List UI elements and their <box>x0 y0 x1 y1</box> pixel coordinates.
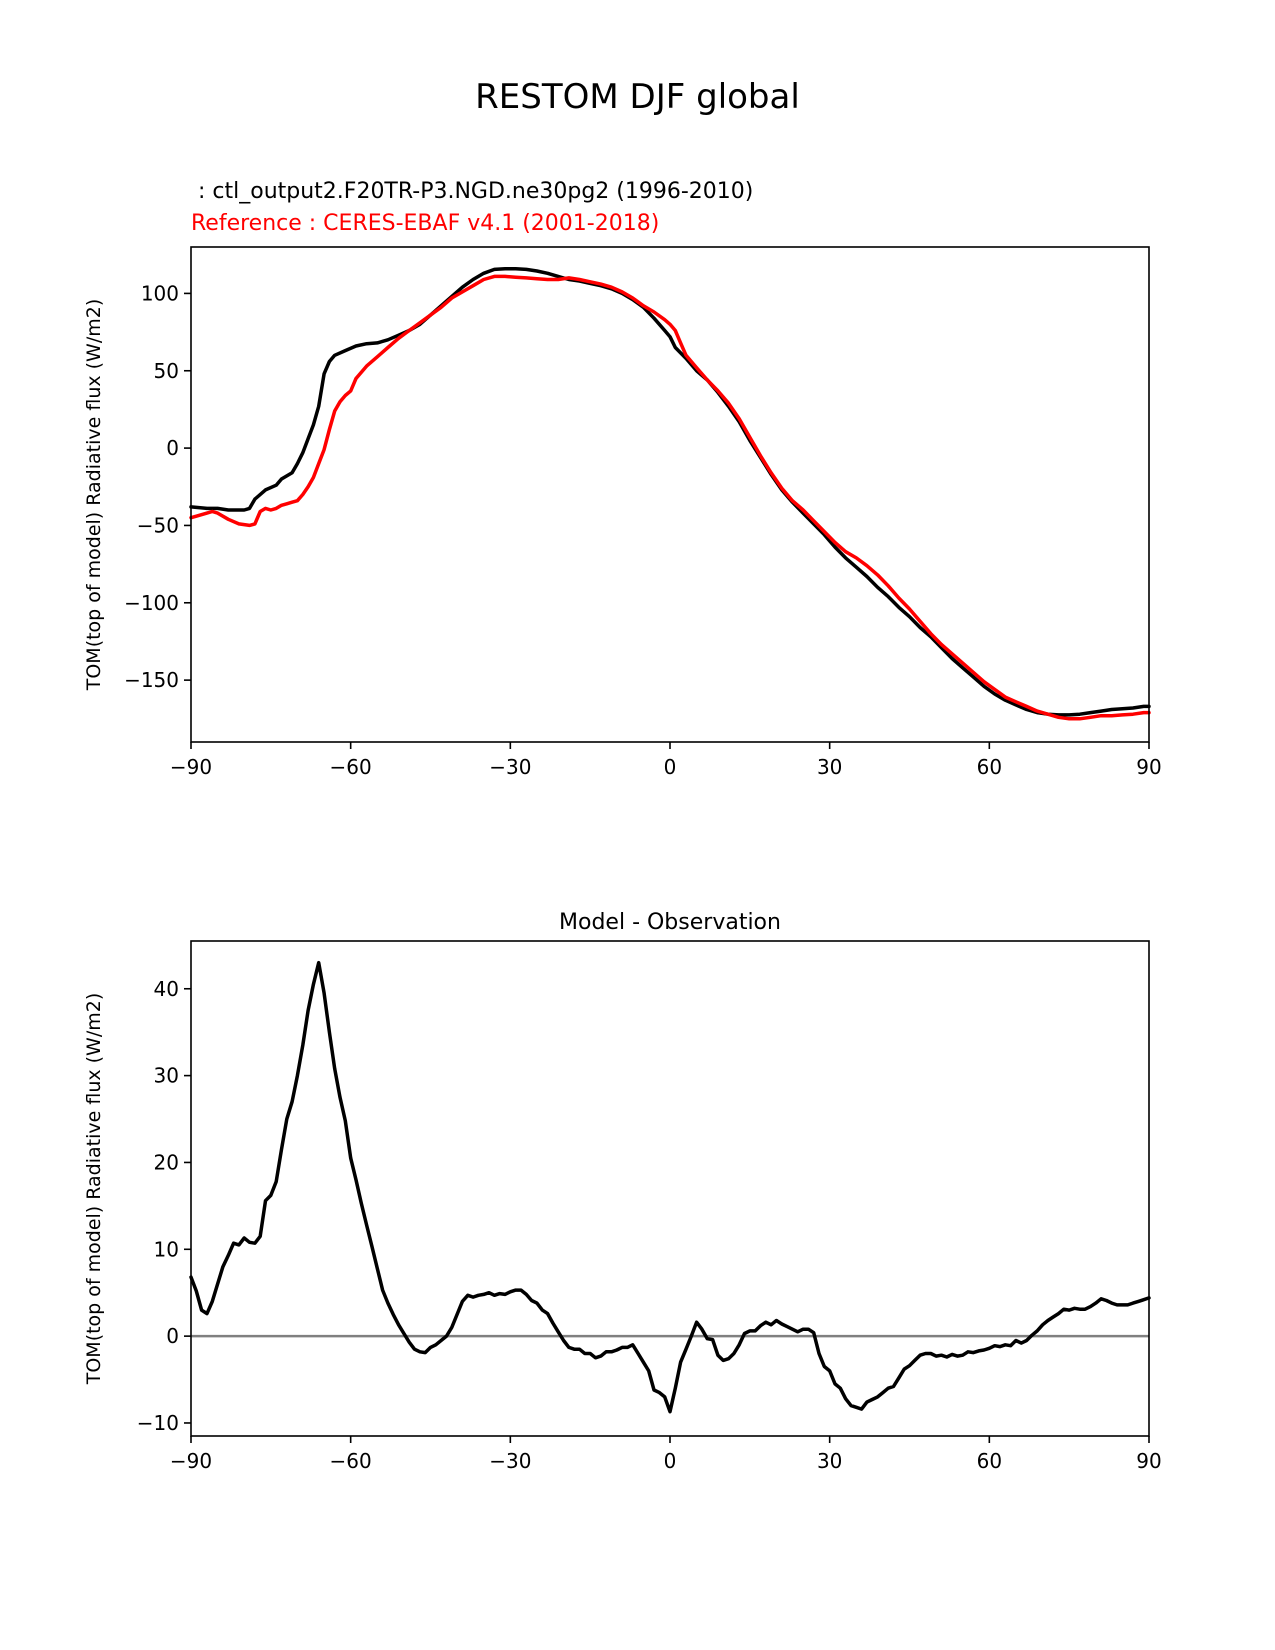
figure-title: RESTOM DJF global <box>475 77 800 117</box>
y-tick-label: −100 <box>124 591 179 615</box>
x-tick-label: −90 <box>170 755 212 779</box>
x-tick-label: 60 <box>977 1449 1002 1473</box>
x-tick-label: 30 <box>817 755 842 779</box>
x-tick-label: 0 <box>664 1449 677 1473</box>
x-tick-label: −60 <box>330 755 372 779</box>
reference-subtitle: Reference : CERES-EBAF v4.1 (2001-2018) <box>191 211 659 236</box>
y-tick-label: 100 <box>141 281 179 305</box>
plot-frame <box>190 940 1150 1437</box>
y-tick-label: 50 <box>154 359 179 383</box>
x-tick-label: 90 <box>1136 1449 1161 1473</box>
x-tick-label: 30 <box>817 1449 842 1473</box>
series-line-test <box>189 266 1151 717</box>
x-tick-label: 90 <box>1136 755 1161 779</box>
y-axis-label: TOM(top of model) Radiative flux (W/m2) <box>83 993 105 1386</box>
panel-model-minus-observation: −90 −60 −30 0 30 60 90 −10 0 10 20 30 40 TOM(top of m… <box>83 910 1162 1473</box>
y-tick-label: 20 <box>154 1150 179 1174</box>
y-tick-label: −50 <box>137 513 179 537</box>
y-tick-label: 0 <box>166 1324 179 1348</box>
panel-title: Model - Observation <box>559 910 781 935</box>
y-tick-label: −150 <box>124 668 179 692</box>
x-tick-label: −30 <box>489 1449 531 1473</box>
series-line-difference <box>189 960 1151 1414</box>
y-axis-label: TOM(top of model) Radiative flux (W/m2) <box>83 299 105 692</box>
y-tick-label: 0 <box>166 436 179 460</box>
x-tick-label: 60 <box>977 755 1002 779</box>
plot-frame <box>190 246 1150 743</box>
series-line-ref <box>189 274 1151 721</box>
x-tick-label: −30 <box>489 755 531 779</box>
x-tick-label: 0 <box>664 755 677 779</box>
x-tick-label: −90 <box>170 1449 212 1473</box>
panel-radiative-flux: −90 −60 −30 0 30 60 90 −150 −100 −50 0 50 100 TOM(top… <box>83 246 1162 779</box>
y-tick-label: 10 <box>154 1237 179 1261</box>
y-tick-label: 40 <box>154 977 179 1001</box>
test-subtitle: : ctl_output2.F20TR-P3.NGD.ne30pg2 (1996… <box>191 179 753 204</box>
y-tick-label: −10 <box>137 1411 179 1435</box>
x-tick-label: −60 <box>330 1449 372 1473</box>
y-tick-label: 30 <box>154 1064 179 1088</box>
